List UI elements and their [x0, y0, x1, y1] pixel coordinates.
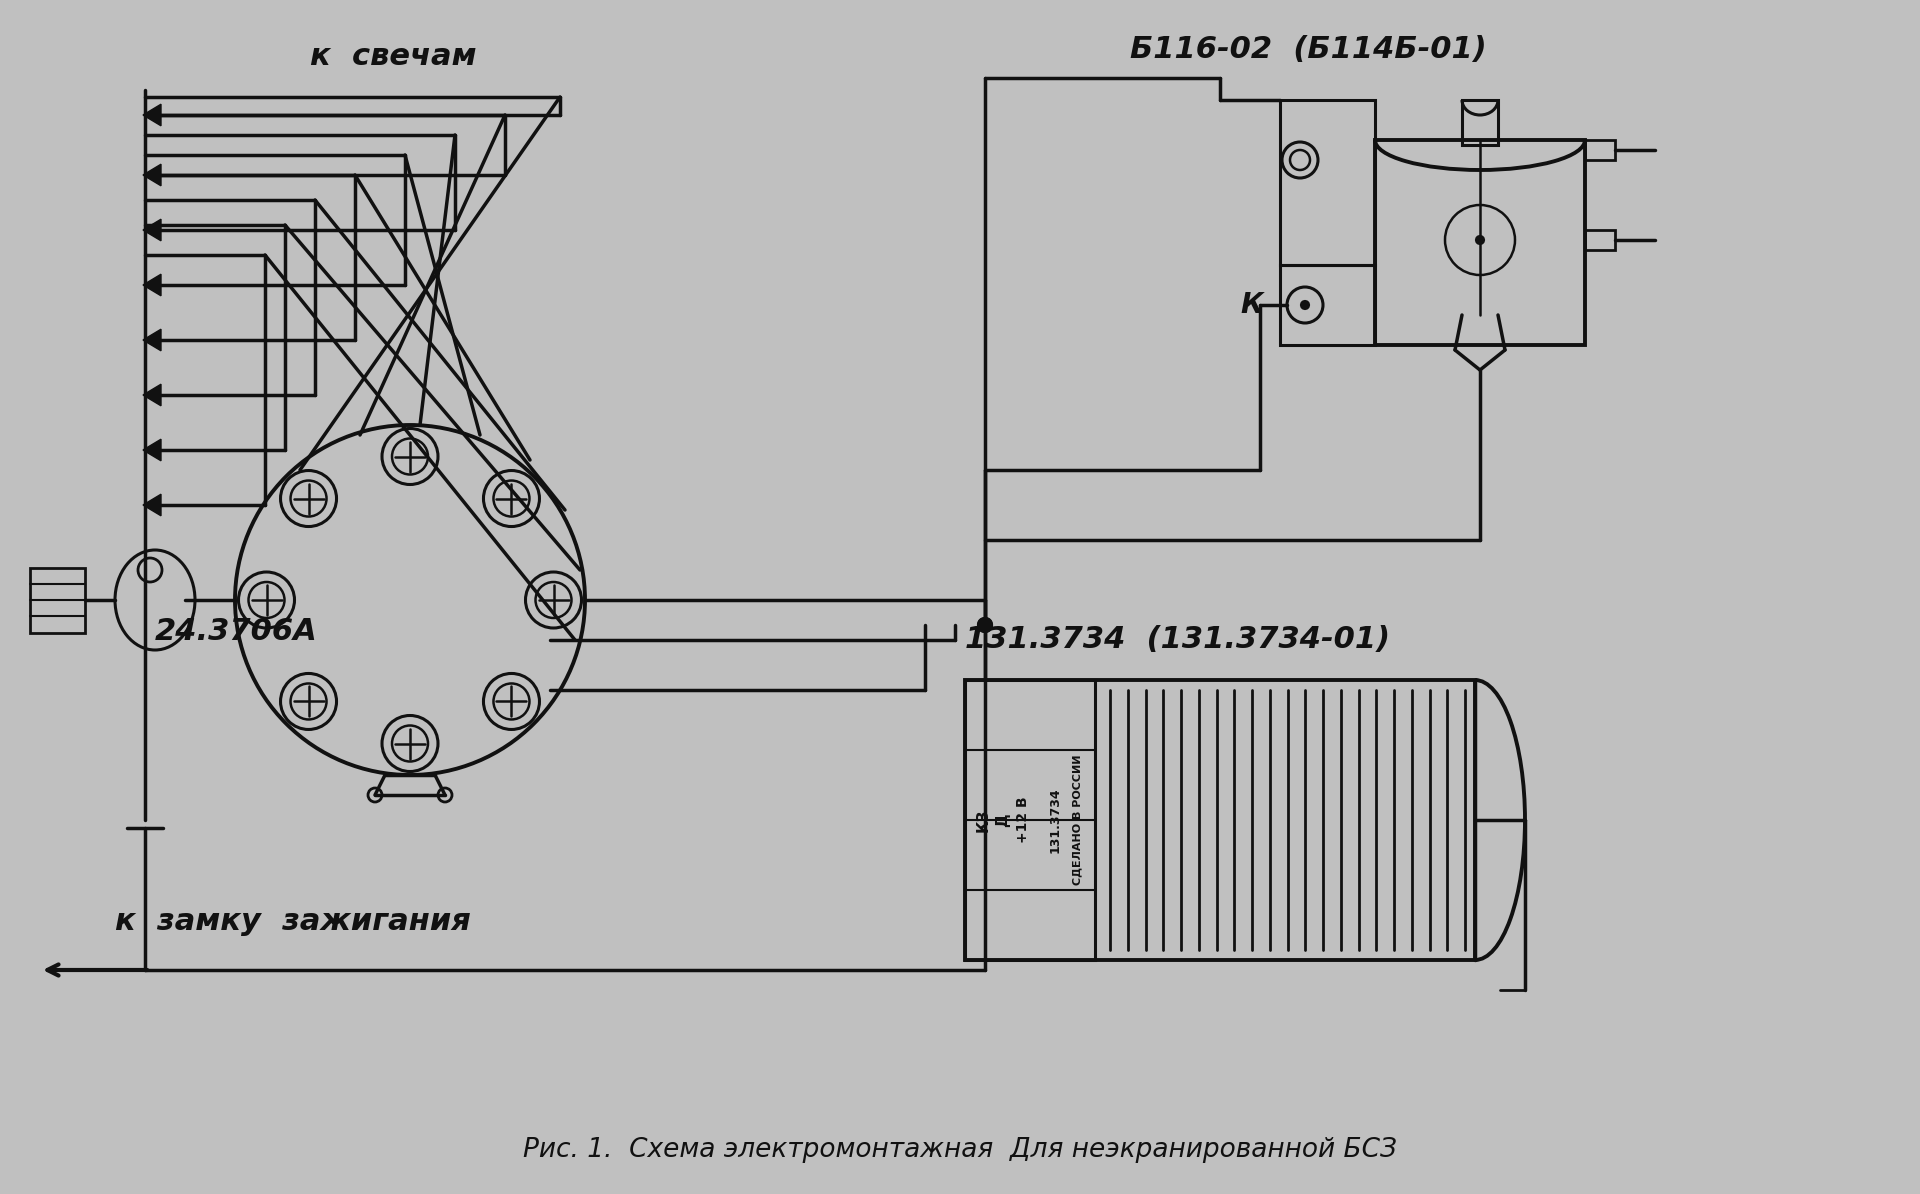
Circle shape — [1300, 300, 1309, 310]
Polygon shape — [142, 275, 161, 296]
Text: 131.3734  (131.3734-01): 131.3734 (131.3734-01) — [966, 624, 1390, 654]
Bar — [1461, 100, 1498, 144]
Text: 24.3706A: 24.3706A — [156, 617, 317, 646]
Text: +12 В: +12 В — [1016, 796, 1029, 843]
Polygon shape — [142, 330, 161, 351]
Text: 131.3734: 131.3734 — [1048, 787, 1062, 853]
Bar — [1586, 230, 1615, 250]
Circle shape — [977, 617, 993, 633]
Polygon shape — [142, 220, 161, 241]
Bar — [966, 681, 1475, 960]
Polygon shape — [142, 494, 161, 516]
Bar — [966, 681, 1094, 960]
Polygon shape — [142, 104, 161, 125]
Text: к  замку  зажигания: к замку зажигания — [115, 907, 470, 936]
Bar — [31, 568, 84, 633]
Bar — [1586, 140, 1615, 160]
Text: СДЕЛАНО В РОССИИ: СДЕЛАНО В РОССИИ — [1071, 755, 1083, 885]
Bar — [1281, 100, 1375, 265]
Text: КЗ: КЗ — [975, 808, 991, 832]
Polygon shape — [142, 384, 161, 406]
Text: к  свечам: к свечам — [309, 42, 476, 70]
Text: Рис. 1.  Схема электромонтажная  Для неэкранированной БСЗ: Рис. 1. Схема электромонтажная Для неэкр… — [522, 1137, 1398, 1163]
Circle shape — [977, 617, 993, 633]
Circle shape — [1475, 235, 1484, 245]
Polygon shape — [142, 439, 161, 461]
Text: Б116-02  (Б114Б-01): Б116-02 (Б114Б-01) — [1131, 35, 1486, 64]
Polygon shape — [142, 165, 161, 186]
Bar — [1281, 265, 1375, 345]
Text: К: К — [1240, 291, 1263, 319]
Text: Д: Д — [995, 813, 1010, 826]
Bar — [1375, 140, 1586, 345]
